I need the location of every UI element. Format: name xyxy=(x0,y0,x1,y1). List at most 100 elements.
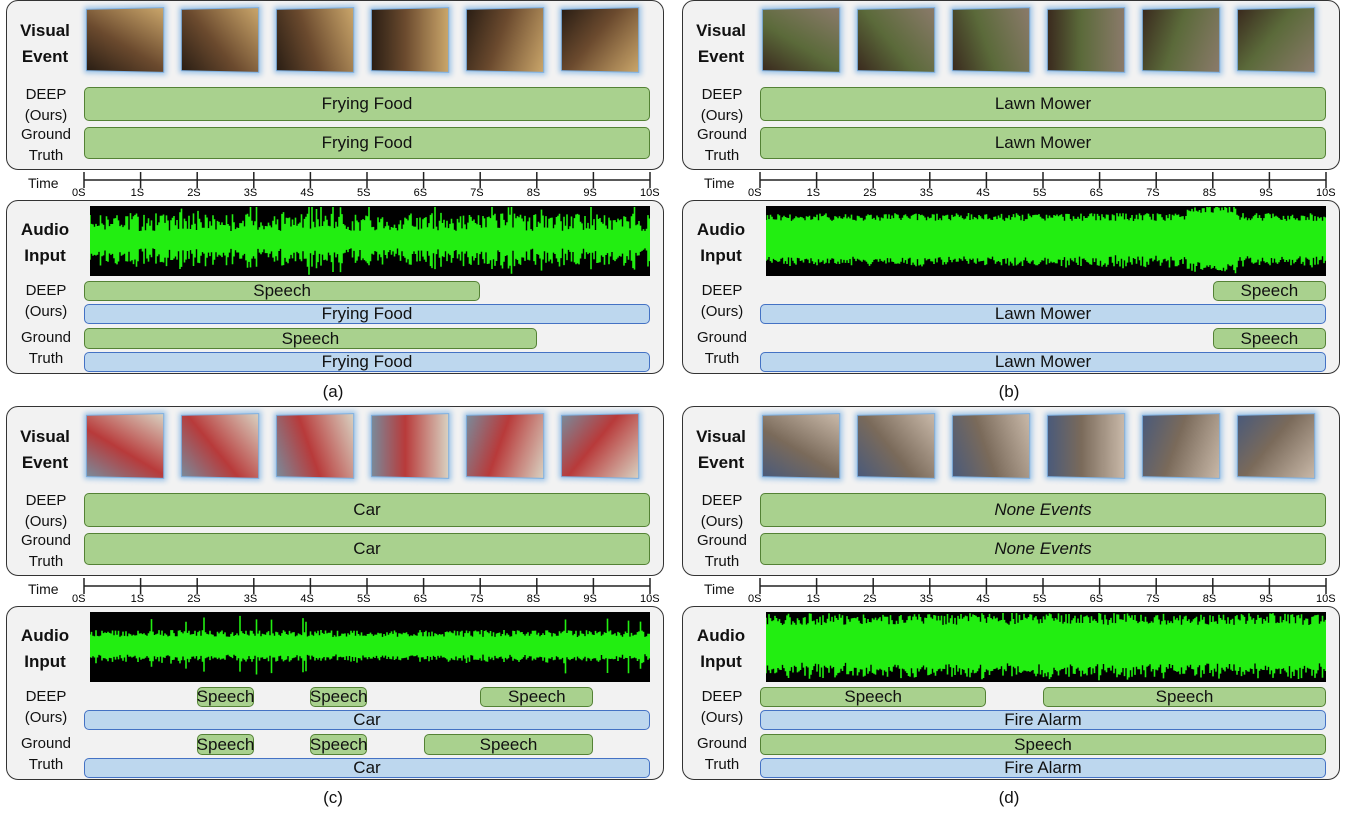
panel-d: Visual Event DEEP (Ours) Ground Truth None … xyxy=(676,406,1342,816)
time-tick-label: 1S xyxy=(131,187,144,198)
time-tick-label: 8S xyxy=(1203,593,1216,604)
panel-caption: (b) xyxy=(676,382,1342,402)
ground-truth-label: Ground Truth xyxy=(684,530,760,572)
audio-waveform-box xyxy=(90,612,650,682)
video-frame-thumbnail xyxy=(1047,7,1125,73)
video-frame-thumbnail xyxy=(276,7,354,73)
segment-bar: Lawn Mower xyxy=(760,87,1326,121)
time-tick-label: 4S xyxy=(300,187,313,198)
time-tick-label: 5S xyxy=(1033,593,1046,604)
visual-event-label: Visual Event xyxy=(686,18,756,70)
segment-bar: None Events xyxy=(760,493,1326,527)
ground-truth-label: Ground Truth xyxy=(8,327,84,369)
ground-truth-label: Ground Truth xyxy=(8,733,84,775)
time-tick-label: 2S xyxy=(187,593,200,604)
video-frame-thumbnail xyxy=(952,413,1030,479)
video-frame-thumbnail xyxy=(561,413,639,479)
segment-bar: Speech xyxy=(760,734,1326,755)
video-frame-thumbnail xyxy=(561,7,639,73)
time-tick-label: 6S xyxy=(1090,187,1103,198)
waveform-trace xyxy=(766,613,1326,680)
time-tick-label: 8S xyxy=(527,187,540,198)
time-tick-label: 6S xyxy=(414,593,427,604)
segment-bar: None Events xyxy=(760,533,1326,565)
time-tick-label: 1S xyxy=(807,187,820,198)
video-frame-thumbnail xyxy=(762,413,840,479)
time-tick-label: 0S xyxy=(748,593,761,604)
video-frame-thumbnail xyxy=(1142,7,1220,73)
time-tick-label: 6S xyxy=(1090,593,1103,604)
time-tick-label: 1S xyxy=(131,593,144,604)
time-tick-label: 3S xyxy=(920,593,933,604)
video-frame-thumbnail xyxy=(181,413,259,479)
time-axis: 0S 1S 2S 3S 4S 5S 6S 7S 8S 9S 10S xyxy=(0,168,666,198)
panel-a: Visual Event DEEP (Ours) Ground Truth Fryin… xyxy=(0,0,666,410)
segment-bar: Frying Food xyxy=(84,304,650,324)
panel-c: Visual Event DEEP (Ours) Ground Truth Car Ca… xyxy=(0,406,666,816)
segment-bar: Speech xyxy=(1213,328,1326,349)
deep-ours-label: DEEP (Ours) xyxy=(684,84,760,126)
time-tick-label: 9S xyxy=(583,187,596,198)
segment-bar: Speech xyxy=(424,734,594,755)
deep-ours-label: DEEP (Ours) xyxy=(8,280,84,322)
segment-bar: Lawn Mower xyxy=(760,352,1326,372)
video-frame-thumbnail xyxy=(857,413,935,479)
video-frame-thumbnail xyxy=(371,413,449,479)
time-tick-label: 10S xyxy=(1316,593,1336,604)
segment-bar: Car xyxy=(84,493,650,527)
time-tick-label: 1S xyxy=(807,593,820,604)
segment-bar: Speech xyxy=(1213,281,1326,301)
segment-bar: Speech xyxy=(197,734,254,755)
audio-waveform xyxy=(90,612,650,682)
time-tick-label: 10S xyxy=(640,187,660,198)
segment-bar: Speech xyxy=(310,734,367,755)
time-tick-label: 10S xyxy=(1316,187,1336,198)
time-tick-label: 5S xyxy=(1033,187,1046,198)
visual-event-label: Visual Event xyxy=(686,424,756,476)
video-frame-thumbnail xyxy=(276,413,354,479)
visual-event-label: Visual Event xyxy=(10,424,80,476)
segment-bar: Speech xyxy=(310,687,367,707)
time-axis: 0S 1S 2S 3S 4S 5S 6S 7S 8S 9S 10S xyxy=(676,574,1342,604)
deep-ours-label: DEEP (Ours) xyxy=(8,686,84,728)
segment-bar: Speech xyxy=(84,281,480,301)
video-frame-thumbnail xyxy=(86,7,164,73)
segment-bar: Car xyxy=(84,533,650,565)
audio-waveform-box xyxy=(90,206,650,276)
time-tick-label: 7S xyxy=(470,593,483,604)
time-axis: 0S 1S 2S 3S 4S 5S 6S 7S 8S 9S 10S xyxy=(0,574,666,604)
video-frame-thumbnail xyxy=(466,413,544,479)
video-frame-thumbnail xyxy=(1237,7,1315,73)
ground-truth-label: Ground Truth xyxy=(8,124,84,166)
segment-bar: Fire Alarm xyxy=(760,758,1326,778)
segment-bar: Speech xyxy=(1043,687,1326,707)
segment-bar: Speech xyxy=(84,328,537,349)
waveform-trace xyxy=(90,616,650,675)
time-tick-label: 2S xyxy=(863,187,876,198)
segment-bar: Car xyxy=(84,710,650,730)
segment-bar: Lawn Mower xyxy=(760,304,1326,324)
video-frame-thumbnail xyxy=(371,7,449,73)
time-tick-label: 6S xyxy=(414,187,427,198)
audio-input-label: Audio Input xyxy=(686,217,756,269)
time-tick-label: 9S xyxy=(1259,593,1272,604)
time-tick-label: 5S xyxy=(357,187,370,198)
time-tick-label: 7S xyxy=(1146,593,1159,604)
ground-truth-label: Ground Truth xyxy=(684,327,760,369)
audio-input-label: Audio Input xyxy=(686,623,756,675)
segment-bar: Speech xyxy=(760,687,986,707)
segment-bar: Frying Food xyxy=(84,87,650,121)
video-frame-thumbnail xyxy=(1047,413,1125,479)
audio-waveform xyxy=(766,206,1326,276)
time-tick-label: 7S xyxy=(1146,187,1159,198)
audio-input-label: Audio Input xyxy=(10,623,80,675)
time-tick-label: 3S xyxy=(920,187,933,198)
segment-bar: Speech xyxy=(197,687,254,707)
video-frame-thumbnail xyxy=(857,7,935,73)
deep-ours-label: DEEP (Ours) xyxy=(684,280,760,322)
video-frame-thumbnail xyxy=(466,7,544,73)
time-tick-label: 0S xyxy=(72,187,85,198)
ground-truth-label: Ground Truth xyxy=(8,530,84,572)
ground-truth-label: Ground Truth xyxy=(684,733,760,775)
deep-ours-label: DEEP (Ours) xyxy=(684,490,760,532)
